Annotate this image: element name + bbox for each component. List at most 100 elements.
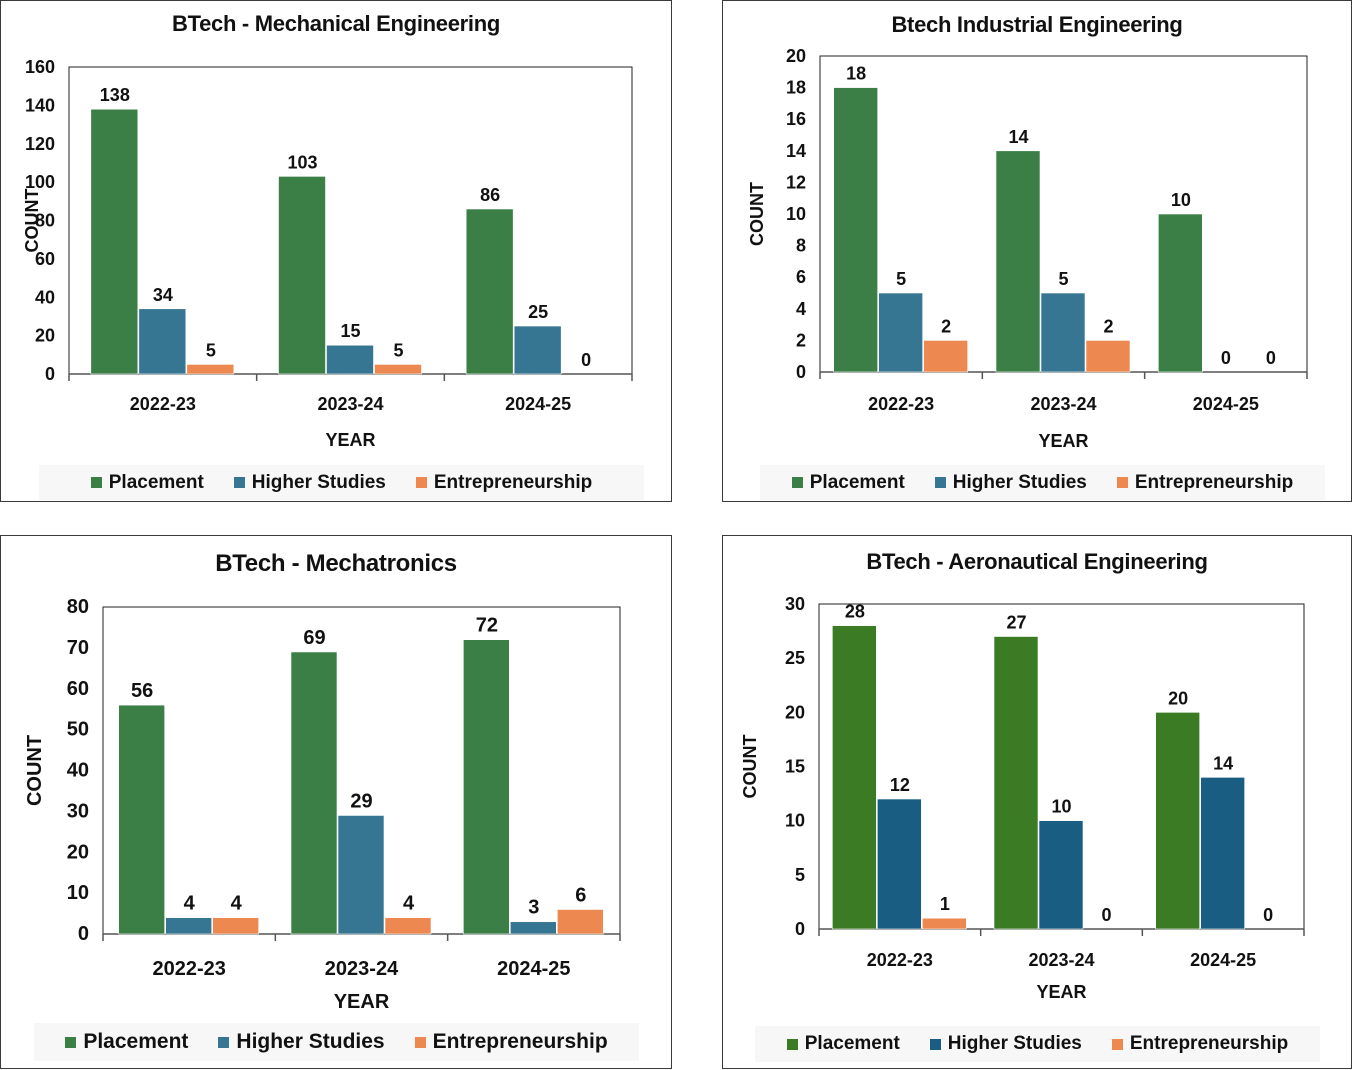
bar-placement (995, 150, 1041, 373)
legend-label: Higher Studies (251, 471, 386, 493)
y-tick-label: 140 (25, 95, 55, 115)
bar-placement (463, 639, 510, 935)
y-tick-label: 12 (786, 172, 806, 192)
y-tick-label: 0 (45, 364, 55, 384)
legend-swatch (1111, 1038, 1123, 1050)
y-tick-label: 160 (25, 57, 55, 77)
data-label: 2 (1103, 316, 1113, 336)
y-tick-label: 20 (35, 326, 55, 346)
data-label: 4 (231, 893, 243, 915)
data-label: 12 (890, 775, 910, 795)
data-label: 5 (206, 340, 216, 360)
data-label: 138 (100, 85, 130, 105)
legend-label: Placement (809, 471, 905, 493)
bar-placement (1155, 712, 1200, 930)
data-label: 18 (846, 64, 866, 84)
y-tick-label: 0 (795, 919, 805, 939)
data-label: 5 (1058, 269, 1068, 289)
legend-item-placement: Placement (90, 471, 204, 494)
chart-plot: 0 5 10 15 20 25 30 COUNT 2022-23 28 12 1 2023-24 27 10… (740, 594, 1305, 1002)
legend-swatch (1116, 477, 1128, 488)
bar-higher-studies (513, 325, 562, 375)
chart-title: Btech Industrial Engineering (891, 12, 1183, 37)
legend-swatch (791, 477, 803, 488)
bar-placement (118, 704, 165, 935)
chart-legend: Placement Higher Studies Entrepreneurshi… (760, 465, 1325, 500)
legend-swatch (233, 477, 245, 488)
data-label: 2 (941, 316, 951, 336)
data-label: 20 (1168, 688, 1188, 708)
legend-label: Higher Studies (947, 1033, 1082, 1054)
chart-title: BTech - Mechatronics (215, 550, 457, 577)
legend-label: Placement (108, 471, 204, 493)
data-label: 69 (303, 627, 325, 649)
bar-placement (290, 651, 338, 935)
y-tick-label: 4 (796, 299, 806, 319)
legend-item-placement: Placement (791, 471, 905, 494)
data-label: 4 (403, 893, 415, 915)
chart-plot: 02468101214161820COUNT2022-2318522023-24… (747, 46, 1308, 451)
y-tick-label: 18 (786, 78, 806, 98)
x-tick-label: 2023-24 (1030, 394, 1096, 414)
bar-entrepreneurship (922, 917, 967, 930)
data-label: 103 (287, 152, 317, 172)
legend-label: Placement (804, 1033, 900, 1054)
legend-swatch (934, 477, 946, 488)
bar-placement (278, 176, 326, 375)
data-label: 0 (1266, 348, 1276, 368)
bar-higher-studies (878, 292, 923, 373)
data-label: 0 (1263, 905, 1273, 925)
y-tick-label: 10 (67, 882, 89, 904)
legend-swatch (414, 1036, 426, 1048)
y-tick-label: 14 (786, 141, 806, 161)
data-label: 14 (1213, 753, 1233, 773)
data-label: 25 (528, 302, 548, 322)
y-tick-label: 20 (67, 841, 89, 863)
data-label: 5 (896, 269, 906, 289)
x-axis-label: YEAR (1038, 431, 1088, 451)
chart-plot: 0 20 40 60 80 100 120 140 160 COUNT 2022-23 138 34 5 2… (22, 57, 633, 450)
data-label: 0 (1221, 348, 1231, 368)
bar-higher-studies (337, 815, 385, 935)
x-axis-label: YEAR (325, 430, 375, 450)
data-label: 28 (845, 602, 865, 622)
legend-item-entrepreneurship: Entrepreneurship (1116, 472, 1293, 494)
x-tick-label: 2024-25 (1193, 394, 1259, 414)
y-tick-label: 80 (67, 596, 89, 618)
y-tick-label: 60 (67, 678, 89, 700)
x-tick-label: 2023-24 (1028, 950, 1094, 970)
data-label: 27 (1006, 613, 1026, 633)
y-tick-label: 0 (796, 362, 806, 382)
x-tick-label: 2022-23 (152, 958, 225, 980)
y-tick-label: 30 (785, 594, 805, 614)
x-tick-label: 2023-24 (325, 958, 399, 980)
legend-swatch (786, 1038, 798, 1050)
data-label: 34 (153, 285, 173, 305)
legend-item-placement: Placement (786, 1033, 900, 1055)
x-tick-label: 2024-25 (505, 394, 571, 414)
bar-entrepreneurship (384, 917, 432, 935)
chart-legend: Placement Higher Studies Entrepreneurshi… (39, 465, 644, 500)
bar-entrepreneurship (374, 364, 422, 375)
y-tick-label: 20 (785, 702, 805, 722)
y-tick-label: 80 (35, 211, 55, 231)
bar-placement (465, 208, 514, 375)
legend-label: Entrepreneurship (1129, 1033, 1289, 1054)
bar-higher-studies (1040, 292, 1086, 373)
y-tick-label: 30 (67, 800, 89, 822)
data-label: 72 (476, 615, 498, 637)
x-axis-label: YEAR (1036, 982, 1086, 1002)
chart-plot: 0 10 20 30 40 50 60 70 80 COUNT 2022-23 56 4 4 2023-24… (24, 596, 621, 1013)
bar-placement (90, 108, 139, 375)
bar-higher-studies (165, 917, 212, 935)
legend-swatch (218, 1036, 230, 1048)
y-tick-label: 10 (785, 811, 805, 831)
y-tick-label: 20 (786, 46, 806, 66)
y-tick-label: 8 (796, 236, 806, 256)
bar-entrepreneurship (1085, 340, 1131, 373)
y-axis-label: COUNT (22, 189, 42, 253)
data-label: 5 (393, 340, 403, 360)
data-label: 6 (575, 884, 586, 906)
x-tick-label: 2023-24 (317, 394, 383, 414)
bar-higher-studies (1200, 777, 1245, 930)
